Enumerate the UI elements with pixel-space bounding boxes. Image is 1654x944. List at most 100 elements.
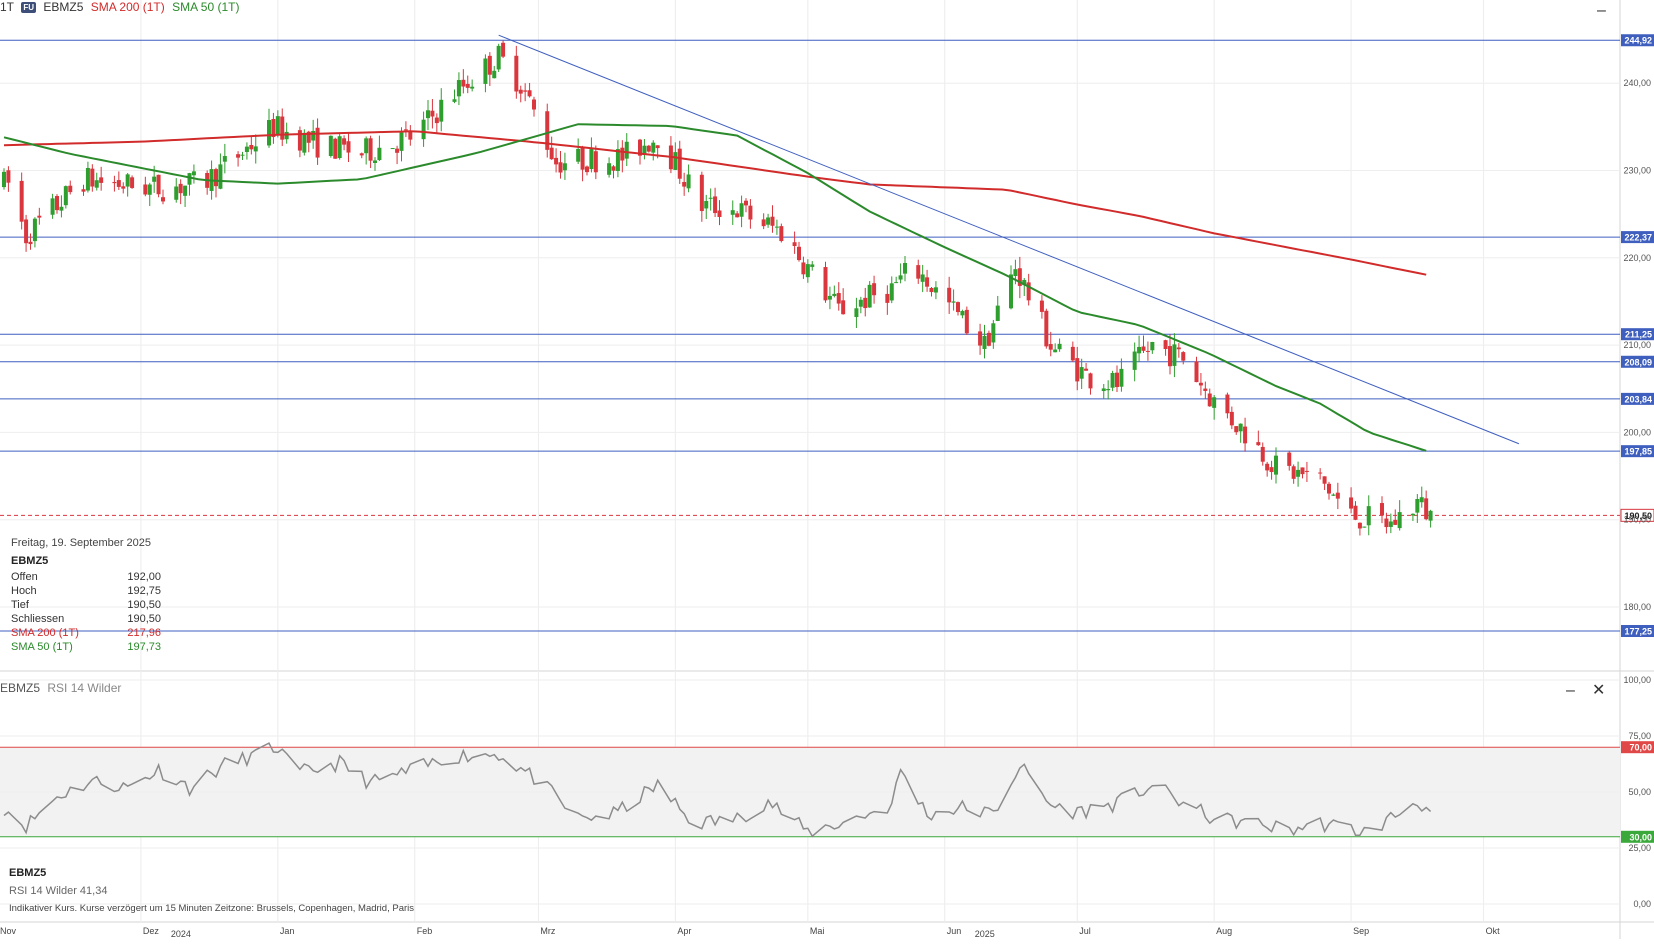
candle-body: [646, 145, 651, 152]
candle-body: [377, 147, 382, 161]
rsi-symbol: EBMZ5: [0, 681, 41, 695]
footer-note: Indikativer Kurs. Kurse verzögert um 15 …: [9, 903, 414, 914]
candle-body: [1194, 361, 1199, 383]
rsi-chart: 0,00 25,00 50,00 75,00 100,00 70,00 30,00: [0, 675, 1654, 909]
x-tick-label: Jan: [280, 926, 295, 936]
candle-body: [889, 283, 894, 301]
candle-body: [275, 116, 280, 136]
candle-body: [390, 148, 395, 150]
candle-body: [1243, 426, 1248, 444]
candle-body: [642, 145, 647, 155]
candle-body: [94, 180, 99, 188]
info-row-sma200: SMA 200 (1T) 217,96: [11, 627, 161, 639]
info-row-close: Schliessen 190,50: [11, 613, 161, 625]
candle-body: [1084, 368, 1089, 371]
rsi-tick-label: 25,00: [1628, 843, 1651, 853]
candle-body: [1101, 388, 1106, 392]
candle-body: [995, 305, 1000, 321]
candle-body: [872, 283, 877, 296]
sma200-legend[interactable]: SMA 200 (1T): [90, 0, 165, 14]
candle-body: [1397, 512, 1402, 529]
sma200-line: [3, 130, 1427, 276]
candle-body: [607, 163, 612, 175]
candle-body: [991, 323, 996, 343]
candle-body: [395, 148, 400, 153]
candle-body: [240, 154, 245, 156]
candle-body: [620, 147, 625, 161]
candle-body: [306, 131, 311, 143]
interval-label[interactable]: 1T: [0, 0, 15, 14]
candle-body: [832, 293, 837, 296]
candle-body: [1410, 513, 1415, 516]
candle-body: [827, 295, 832, 300]
candle-body: [1176, 347, 1181, 350]
symbol-label: EBMZ5: [43, 0, 84, 14]
candle-body: [1207, 393, 1212, 407]
candle-body: [297, 130, 302, 151]
candle-body: [1393, 519, 1398, 525]
candle-body: [863, 297, 868, 309]
candle-body: [68, 185, 73, 193]
candle-body: [1198, 382, 1203, 386]
candle-body: [1419, 497, 1424, 503]
candle-body: [328, 135, 333, 157]
level-label: 208,09: [1624, 357, 1652, 367]
candle-body: [655, 145, 660, 149]
minimize-rsi-icon[interactable]: –: [1566, 682, 1575, 699]
candle-body: [986, 332, 991, 346]
candle-body: [708, 197, 713, 199]
candle-body: [748, 205, 753, 220]
candle-body: [792, 242, 797, 246]
candle-body: [99, 177, 104, 183]
candle-body: [37, 215, 42, 218]
candle-body: [63, 186, 68, 206]
candle-body: [1115, 372, 1119, 388]
candle-body: [744, 200, 748, 206]
candle-body: [562, 163, 567, 171]
candle-body: [805, 264, 810, 278]
price-tick-label: 240,00: [1623, 78, 1651, 88]
candle-body: [492, 70, 497, 79]
candle-body: [214, 169, 218, 187]
x-tick-label: Jul: [1079, 926, 1091, 936]
candle-body: [730, 210, 735, 215]
candle-body: [514, 55, 519, 92]
candle-body: [1070, 346, 1075, 361]
x-year-label: 2025: [975, 929, 995, 939]
minimize-main-icon[interactable]: –: [1597, 2, 1606, 19]
rsi-tick-label: 50,00: [1628, 787, 1651, 797]
rsi-indicator-label[interactable]: RSI 14 Wilder: [47, 681, 122, 695]
price-tick-label: 180,00: [1623, 602, 1651, 612]
candle-body: [116, 180, 121, 187]
candle-body: [1150, 341, 1155, 351]
candle-body: [929, 287, 934, 293]
level-tag: [1621, 231, 1654, 244]
rsi-upper-tag: [1621, 741, 1654, 754]
candle-body: [1353, 505, 1358, 520]
candle-body: [426, 110, 430, 119]
candle-body: [1168, 346, 1172, 367]
level-tag: [1621, 328, 1654, 341]
candle-body: [651, 142, 656, 153]
candle-body: [920, 274, 925, 282]
candle-body: [898, 275, 903, 280]
rsi-upper-label: 70,00: [1629, 743, 1652, 753]
close-rsi-icon[interactable]: ✕: [1592, 682, 1606, 699]
candle-body: [452, 99, 457, 102]
candle-body: [1287, 452, 1292, 466]
candle-body: [858, 299, 863, 307]
trendline-line: [498, 34, 1520, 445]
trendline: [498, 34, 1520, 445]
rsi-tick-label: 0,00: [1633, 899, 1651, 909]
price-tick-label: 210,00: [1623, 340, 1651, 350]
candle-body: [125, 174, 130, 187]
sma50-legend[interactable]: SMA 50 (1T): [172, 0, 240, 14]
candle-body: [1181, 352, 1186, 361]
candle-body: [373, 160, 377, 163]
candle-body: [244, 146, 249, 152]
candle-body: [1234, 426, 1239, 433]
candle-body: [311, 130, 316, 141]
candle-body: [408, 131, 413, 140]
